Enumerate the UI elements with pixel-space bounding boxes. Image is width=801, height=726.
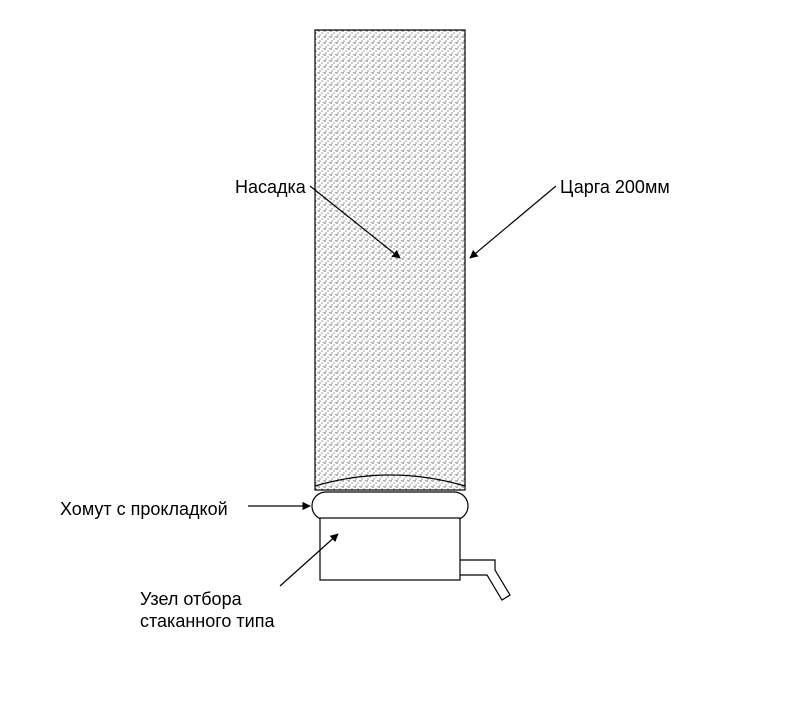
arrow-shell [470, 186, 556, 258]
clamp [312, 492, 468, 520]
takeoff-base [320, 518, 460, 580]
label-clamp: Хомут с прокладкой [60, 498, 228, 521]
column-shell [315, 30, 465, 490]
label-packing: Насадка [235, 176, 306, 199]
spout [460, 560, 510, 600]
label-takeoff-line2: стаканного типа [140, 610, 274, 633]
label-takeoff-line1: Узел отбора [140, 588, 242, 611]
label-shell: Царга 200мм [560, 176, 670, 199]
diagram-svg [0, 0, 801, 726]
